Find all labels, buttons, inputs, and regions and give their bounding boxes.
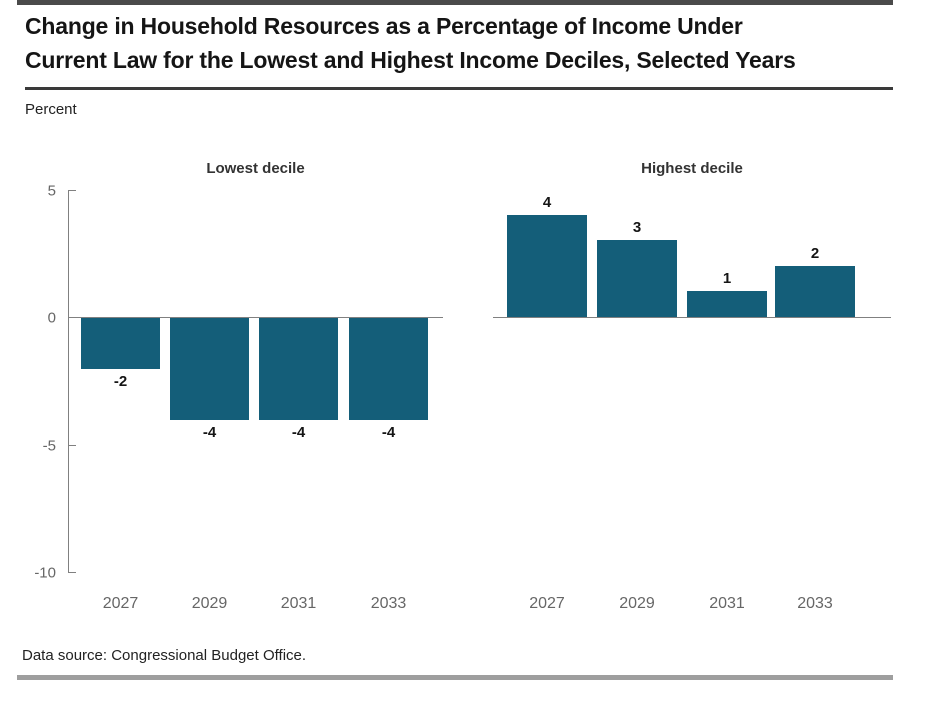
y-axis-spine — [68, 189, 69, 573]
bar-highest-decile-2033 — [775, 266, 855, 317]
figure-title-line-1: Change in Household Resources as a Perce… — [25, 13, 743, 39]
x-axis-category-label: 2033 — [797, 595, 833, 612]
x-axis-category-label: 2029 — [191, 595, 228, 612]
zero-baseline — [68, 317, 443, 318]
bar-value-label: -4 — [381, 424, 396, 441]
y-axis-tick-label: -5 — [42, 437, 56, 454]
y-axis-tick-label: 0 — [47, 309, 56, 327]
x-axis-category-label: 2029 — [619, 595, 655, 612]
panel-title: Highest decile — [641, 160, 743, 177]
x-axis-category-label: 2031 — [709, 595, 745, 612]
bar-value-label: -4 — [202, 424, 217, 441]
data-source-note: Data source: Congressional Budget Office… — [22, 647, 307, 664]
bar-value-label: 3 — [632, 219, 642, 236]
y-axis-tick — [68, 572, 76, 573]
bar-highest-decile-2029 — [597, 240, 677, 317]
y-axis-unit-label: Percent — [25, 101, 77, 118]
bar-lowest-decile-2031 — [259, 318, 338, 420]
zero-baseline — [493, 317, 891, 318]
x-axis-category-label: 2027 — [102, 595, 139, 612]
bar-highest-decile-2027 — [507, 215, 587, 317]
y-axis-tick — [68, 189, 76, 191]
bar-lowest-decile-2029 — [170, 318, 249, 420]
top-divider-strip — [17, 0, 893, 5]
bar-value-label: -2 — [113, 373, 128, 390]
y-axis-tick-label: 5 — [47, 182, 56, 199]
bar-highest-decile-2031 — [687, 291, 767, 317]
bar-value-label: -4 — [291, 424, 306, 441]
y-axis-tick-label: -10 — [34, 564, 56, 582]
bar-lowest-decile-2033 — [349, 318, 428, 420]
bar-value-label: 4 — [542, 194, 552, 211]
y-axis-tick — [68, 444, 76, 446]
x-axis-category-label: 2027 — [529, 595, 565, 612]
bar-value-label: 2 — [810, 245, 820, 262]
figure-title: Change in Household Resources as a Perce… — [25, 9, 905, 77]
figure-title-line-2: Current Law for the Lowest and Highest I… — [25, 47, 796, 73]
x-axis-category-label: 2033 — [370, 595, 407, 612]
bar-value-label: 1 — [722, 270, 732, 287]
bar-lowest-decile-2027 — [81, 318, 160, 369]
bottom-divider-rule — [17, 675, 893, 680]
title-underline-rule — [25, 87, 893, 90]
x-axis-category-label: 2031 — [280, 595, 317, 612]
panel-title: Lowest decile — [206, 160, 305, 177]
